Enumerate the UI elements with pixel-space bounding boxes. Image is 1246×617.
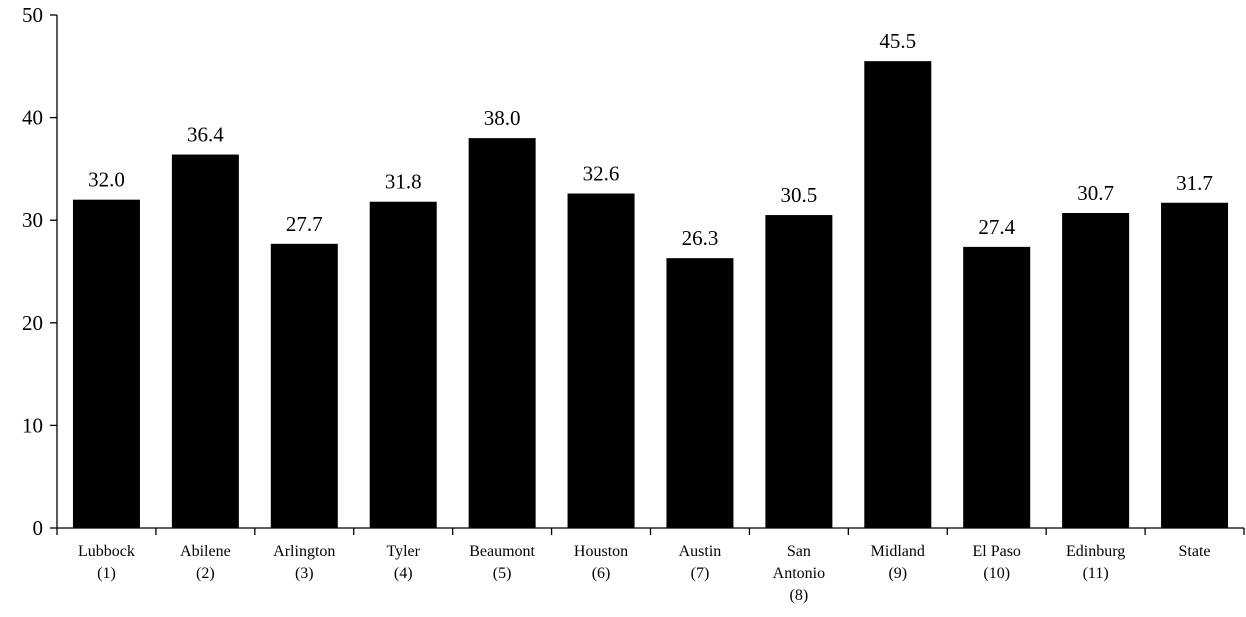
bar (369, 201, 437, 528)
category-label: Abilene (180, 543, 231, 560)
bar (468, 138, 536, 528)
category-label: (2) (196, 565, 215, 582)
data-label: 38.0 (484, 106, 521, 130)
bars (72, 61, 1229, 529)
category-label: (4) (394, 565, 413, 582)
y-ticks: 0 10 20 30 40 50 (22, 3, 57, 540)
category-label: San (787, 543, 811, 560)
category-label: (10) (983, 565, 1010, 582)
bar (171, 154, 239, 528)
category-label: (3) (295, 565, 314, 582)
bar (72, 199, 140, 528)
category-label: El Paso (972, 543, 1020, 560)
category-label: Houston (574, 543, 628, 560)
bar (963, 246, 1031, 528)
value-labels: 32.0 36.4 27.7 31.8 38.0 32.6 26.3 30.5 45.5 27.4… (88, 29, 1213, 250)
category-label: Lubbock (78, 543, 135, 560)
category-label: (5) (493, 565, 512, 582)
category-label: Arlington (273, 543, 335, 560)
category-label: Edinburg (1066, 543, 1125, 560)
y-tick-label: 40 (22, 106, 43, 130)
data-label: 32.6 (583, 162, 620, 186)
category-label: Austin (679, 543, 722, 560)
bar (1161, 202, 1229, 528)
data-label: 31.8 (385, 170, 422, 194)
category-label: (1) (97, 565, 116, 582)
data-label: 31.7 (1176, 171, 1213, 195)
data-label: 45.5 (879, 29, 916, 53)
y-tick-label: 30 (22, 208, 43, 232)
bar (1062, 213, 1130, 528)
bar (270, 243, 338, 528)
axes (56, 15, 1245, 535)
bar (567, 193, 635, 529)
category-label: Tyler (386, 543, 420, 560)
data-label: 26.3 (682, 226, 719, 250)
bar (666, 258, 734, 528)
data-label: 27.4 (978, 215, 1015, 239)
category-labels: Lubbock (1) Abilene (2) Arlington (3) Tyler (4)… (78, 543, 1211, 604)
category-label: Antonio (773, 565, 825, 582)
data-label: 30.7 (1077, 181, 1114, 205)
category-label: (9) (888, 565, 907, 582)
bar (864, 61, 932, 529)
category-label: (8) (790, 587, 809, 604)
y-tick-label: 10 (22, 413, 43, 437)
category-label: Beaumont (469, 543, 535, 560)
data-label: 36.4 (187, 123, 224, 147)
category-label: State (1179, 543, 1211, 560)
category-label: (6) (592, 565, 611, 582)
y-tick-label: 0 (33, 516, 44, 540)
data-label: 27.7 (286, 212, 323, 236)
category-label: (7) (691, 565, 710, 582)
y-tick-label: 50 (22, 3, 43, 27)
category-label: (11) (1083, 565, 1109, 582)
bar (765, 215, 833, 528)
data-label: 30.5 (781, 183, 818, 207)
category-label: Midland (871, 543, 925, 560)
data-label: 32.0 (88, 168, 125, 192)
y-tick-label: 20 (22, 311, 43, 335)
